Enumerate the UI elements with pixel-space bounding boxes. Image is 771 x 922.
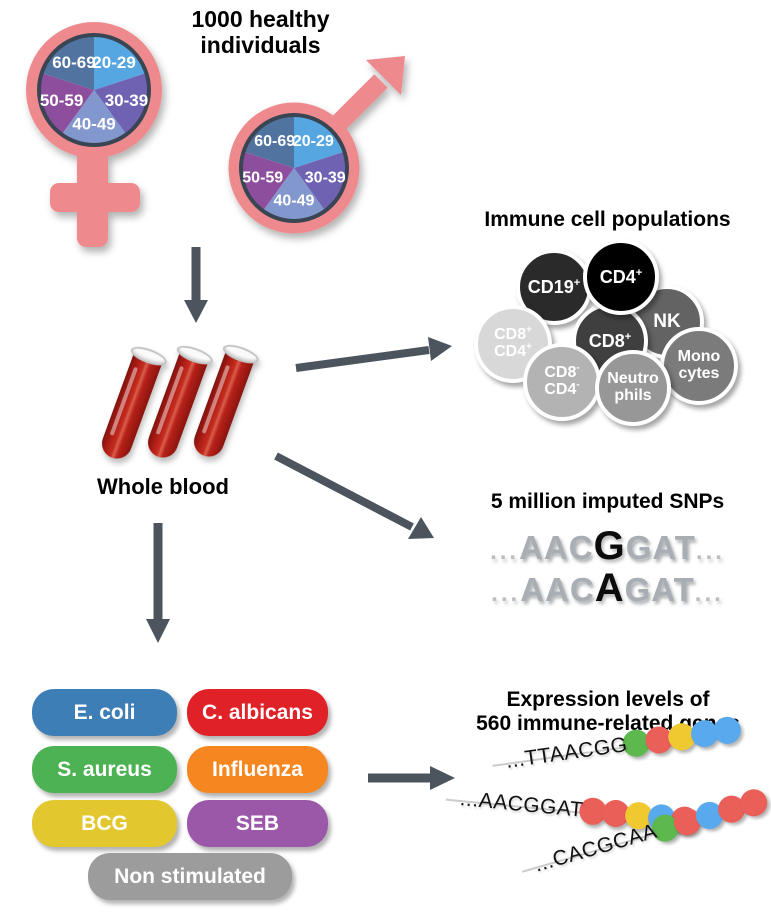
age-slice-label: 40-49 [72,115,115,134]
cell-label: CD8+ [588,330,632,351]
age-slice-label: 40-49 [274,192,315,209]
cell-label: CD4- [544,379,580,398]
arrow-blood-to-stimulations [146,523,170,643]
age-slice-label: 50-59 [242,170,283,187]
expression-title-line1: Expression levels of [506,688,710,711]
arrow-blood-to-cells [295,337,452,372]
cell-label: CD19+ [527,276,581,297]
age-slice-30-39 [294,151,348,211]
age-slice-30-39 [94,73,149,135]
pie-outline [37,33,151,147]
sequence-suffix: GAT [624,571,695,608]
snps-title: 5 million imputed SNPs [490,490,725,513]
sequence-prefix: AAC [519,529,594,566]
cell-label: CD4+ [494,341,532,360]
stimulus-pill-influenza: Influenza [187,746,328,793]
age-slice-label: 30-39 [105,91,148,110]
immune-cells-title: Immune cell populations [484,208,731,231]
stimulus-pill-seb: SEB [187,800,328,847]
age-slice-label: 60-69 [52,53,95,72]
cell-label: CD4+ [599,266,643,287]
cell-population-neutrophils: Neutro phils [595,350,671,426]
age-slice-label: 50-59 [40,91,83,110]
arrow-cohort-to-blood [184,247,208,323]
age-slice-60-69 [41,35,94,90]
ellipsis: ... [695,538,725,565]
pie-outline [239,113,349,223]
ellipsis: ... [491,580,521,607]
cell-label: phils [614,387,652,404]
cohort-title: 1000 healthy individuals [191,6,330,59]
ellipsis: ... [694,580,724,607]
blood-tubes-icon [97,340,280,480]
stimulus-pill-s-aureus: S. aureus [32,746,177,793]
stimulus-pill-e-coli: E. coli [32,689,177,736]
cell-population-cd8n-cd4n: CD8- CD4- [523,343,601,421]
age-slice-50-59 [241,151,294,211]
cell-label: CD8+ [494,324,532,344]
stimulus-pill-bcg: BCG [32,800,177,847]
age-slice-label: 30-39 [305,170,346,187]
arrow-blood-to-snps [274,452,434,539]
stimulus-pill-non-stimulated: Non stimulated [88,853,292,900]
expression-title: Expression levels of 560 immune-related … [448,688,768,735]
age-slice-40-49 [262,168,326,222]
male-age-pie-chart: 20-29 30-39 40-49 50-59 60-69 [239,113,349,223]
age-slice-label: 60-69 [254,133,295,150]
cell-label: Neutro [607,370,659,388]
snp-sequence: ... AAC G GAT... [450,524,765,568]
variant-allele: G [593,524,626,568]
variant-allele: A [594,566,625,610]
sequence-prefix: AAC [520,571,595,608]
ellipsis: ... [490,538,520,565]
cell-label: Mono [677,348,721,366]
flow-arrows [146,247,455,790]
whole-blood-label: Whole blood [97,474,229,499]
snp-sequences: ... AAC G GAT...... AAC A GAT... [450,524,765,610]
age-slice-40-49 [61,90,127,146]
arrow-stimulations-to-expression [368,766,455,790]
age-slice-20-29 [94,35,147,90]
male-arrow-shaft [329,74,388,133]
male-arrow-head [366,56,405,95]
sequence-suffix: GAT [625,529,696,566]
age-slice-50-59 [38,73,94,135]
expression-dot-blue [712,715,744,746]
age-slice-label: 20-29 [293,133,334,150]
age-slice-60-69 [243,115,294,168]
cell-label: cytes [678,365,720,382]
female-cross-bar [50,183,140,212]
immune-cell-cluster: NK CD19+ CD8+ CD4+ CD8+ CD4+ Mono cytes CD8- CD4-… [470,235,755,440]
cell-population-monocytes: Mono cytes [660,327,738,405]
female-age-pie-chart: 20-29 30-39 40-49 50-59 60-69 [37,33,151,147]
age-slice-20-29 [294,115,345,168]
cell-label: CD8- [544,362,580,382]
cell-label: NK [653,311,681,333]
snp-sequence: ... AAC A GAT... [450,566,765,610]
stimulus-pill-c-albicans: C. albicans [187,689,328,736]
cell-population-cd4: CD4+ [583,239,659,315]
age-slice-label: 20-29 [92,53,135,72]
